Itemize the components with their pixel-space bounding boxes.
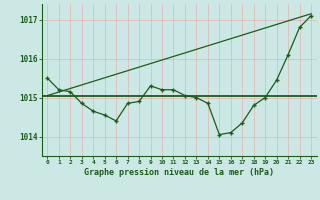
X-axis label: Graphe pression niveau de la mer (hPa): Graphe pression niveau de la mer (hPa) (84, 168, 274, 177)
